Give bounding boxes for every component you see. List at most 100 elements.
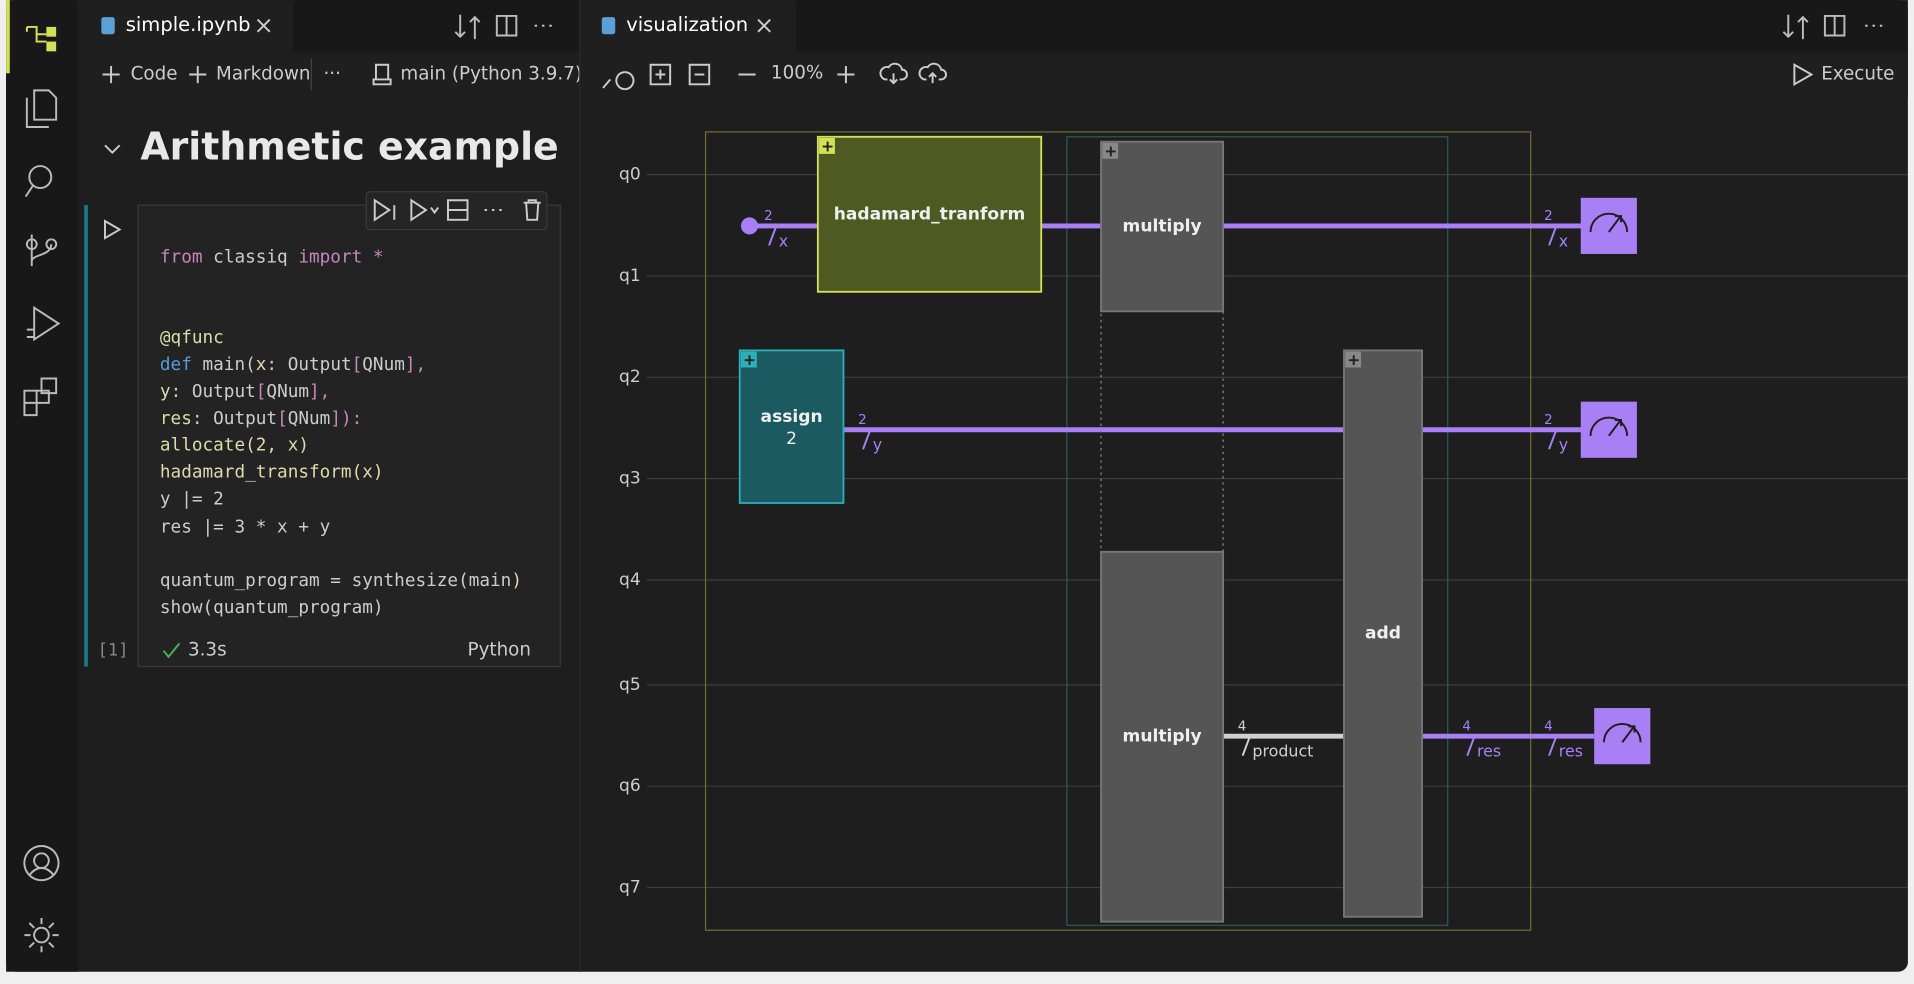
block[interactable]: [738, 349, 845, 504]
code-token: [: [352, 355, 363, 375]
add-code[interactable]: Code: [131, 64, 178, 85]
code-token: [: [277, 409, 288, 429]
diff-icon[interactable]: [1782, 14, 1809, 40]
source-control-icon[interactable]: [25, 234, 58, 267]
code-token: QNum: [362, 355, 405, 375]
run-cell[interactable]: [104, 219, 122, 240]
meter: [1589, 416, 1629, 437]
qubit-label: q6: [619, 776, 641, 796]
block[interactable]: [1100, 140, 1225, 313]
block[interactable]: [1100, 550, 1225, 923]
split-icon[interactable]: [1823, 14, 1846, 37]
kernel-icon: [372, 63, 392, 86]
execute-icon[interactable]: [1793, 63, 1814, 86]
account-icon[interactable]: [23, 845, 60, 882]
bus-name: x: [779, 231, 788, 250]
add-markdown[interactable]: Markdown: [216, 64, 311, 85]
bus-size: 2: [1544, 209, 1553, 224]
bus-slash: [1548, 225, 1558, 246]
cell-action[interactable]: [373, 198, 396, 222]
code-line: @qfunc: [160, 328, 224, 348]
plus: [189, 65, 207, 84]
block-label: assign: [761, 407, 823, 427]
qubit-label: q4: [619, 570, 641, 590]
success-check: [162, 642, 181, 659]
tab-title[interactable]: visualization: [626, 13, 748, 36]
qubit-label: q1: [619, 266, 641, 286]
block[interactable]: [1343, 349, 1423, 918]
diff-icon[interactable]: [454, 14, 481, 40]
code-token: allocate(2, x: [160, 436, 298, 456]
code-token: ]):: [330, 409, 362, 429]
code-token: @qfunc: [160, 328, 224, 348]
exec-time: 3.3s: [188, 640, 227, 661]
code-token: import: [298, 248, 362, 268]
download[interactable]: [879, 62, 908, 85]
cell-action[interactable]: [410, 198, 439, 222]
measurement[interactable]: [1594, 708, 1651, 765]
expand-all[interactable]: [649, 63, 672, 86]
kernel-picker[interactable]: main (Python 3.9.7): [400, 64, 582, 85]
run-debug-icon[interactable]: [26, 305, 61, 342]
bus-slash: [1548, 735, 1558, 757]
qubit-label: q5: [619, 675, 641, 695]
search-icon[interactable]: [24, 165, 53, 198]
code-line: quantum_program = synthesize(main): [160, 571, 522, 591]
bus-size: 4: [1544, 719, 1553, 734]
cell-action[interactable]: [523, 199, 541, 221]
code-token: y |= 2: [160, 489, 224, 509]
cell: [137, 204, 561, 668]
inner-frame: [1066, 136, 1449, 926]
cell-language[interactable]: Python: [468, 640, 531, 661]
execute-button[interactable]: Execute: [1821, 64, 1894, 85]
code-token: : Output: [192, 409, 277, 429]
code-token: quantum_program = synthesize(: [160, 571, 469, 591]
bus-size: 4: [1462, 719, 1471, 734]
collapse-all[interactable]: [688, 63, 711, 86]
block-sub: 2: [786, 429, 797, 449]
tab-title[interactable]: simple.ipynb: [126, 13, 251, 36]
code-token: QNum: [288, 409, 331, 429]
outer-frame: [704, 131, 1532, 931]
code-token: *: [362, 248, 383, 268]
qubit-label: q3: [619, 469, 641, 489]
expand-plus: [1105, 146, 1116, 157]
block-label: hadamard_tranform: [834, 204, 1026, 224]
zoom-search[interactable]: [602, 71, 635, 91]
bus-name: res: [1559, 742, 1583, 761]
right-tab: [581, 0, 796, 53]
bus-size: 4: [1238, 719, 1247, 734]
code-token: main(: [192, 355, 256, 375]
code-token: show(quantum_program): [160, 598, 384, 618]
measurement[interactable]: [1580, 401, 1637, 458]
upload[interactable]: [918, 62, 947, 84]
plus: [102, 65, 120, 84]
expand-plus: [1348, 355, 1359, 366]
wire-start: [740, 217, 759, 235]
block[interactable]: [816, 135, 1043, 293]
settings-icon[interactable]: [24, 918, 59, 953]
right-toolbar: [581, 52, 1908, 98]
extensions-icon[interactable]: [23, 377, 58, 417]
code-token: ],: [405, 355, 426, 375]
code-line: y |= 2: [160, 489, 224, 509]
zoom-in[interactable]: [837, 65, 855, 84]
code-line: res: Output[QNum]):: [160, 409, 362, 429]
bus-name: y: [873, 435, 882, 454]
bus-name: product: [1252, 742, 1313, 761]
measurement[interactable]: [1580, 197, 1637, 254]
logo-dot: [46, 26, 57, 37]
split-icon[interactable]: [495, 14, 518, 37]
tab-close[interactable]: [256, 18, 271, 33]
collapse-chevron[interactable]: [104, 144, 121, 155]
bus-name: y: [1559, 435, 1568, 454]
cell-action[interactable]: [447, 199, 469, 221]
tab-close[interactable]: [757, 18, 771, 33]
toolbar-more[interactable]: ···: [323, 64, 340, 85]
explorer-icon[interactable]: [25, 89, 58, 128]
code-token: ],: [309, 382, 330, 402]
notebook-heading: Arithmetic example: [140, 124, 558, 168]
code-token: x: [256, 355, 267, 375]
